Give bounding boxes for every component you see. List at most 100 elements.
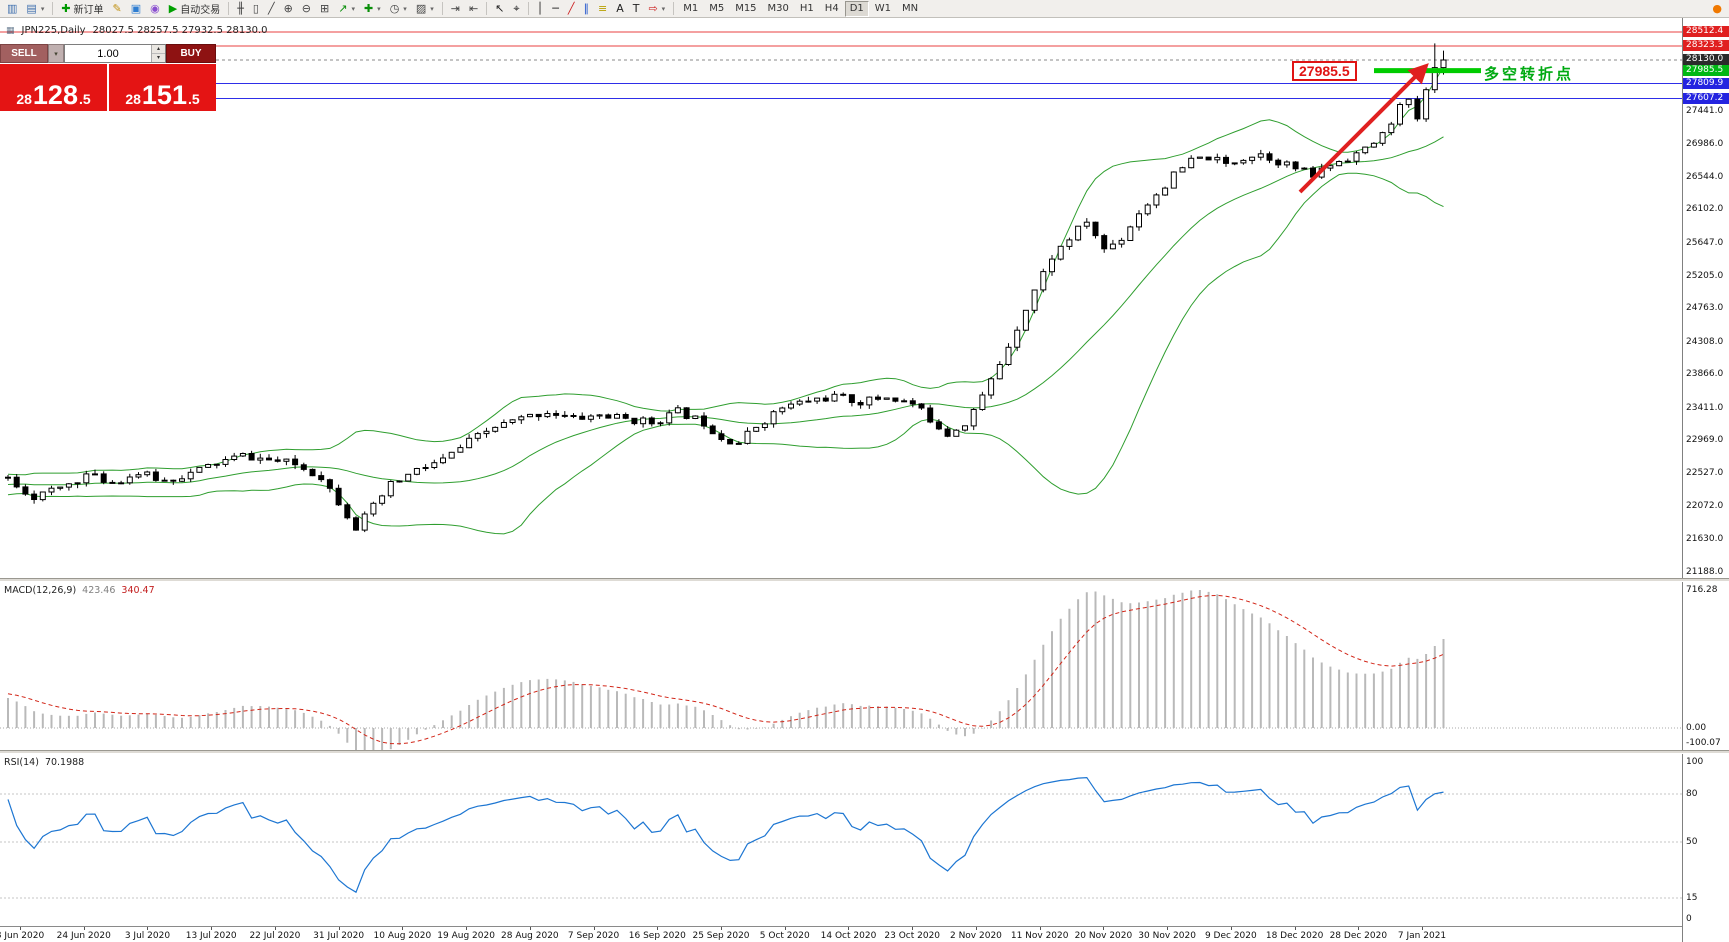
timeframe-mn-button[interactable]: MN: [897, 1, 923, 17]
buy-button[interactable]: BUY: [166, 44, 216, 63]
price-badge: 27809.9: [1683, 78, 1729, 89]
timeframe-d1-button[interactable]: D1: [844, 0, 869, 17]
time-tick: [1358, 927, 1360, 930]
volume-decrease-button[interactable]: ▾: [152, 54, 165, 62]
autotrading-button[interactable]: ▶ 自动交易: [165, 1, 224, 17]
timeframe-m15-button-label: M15: [735, 3, 757, 14]
rsi-label: RSI(14) 70.1988: [4, 757, 84, 768]
buy-price-prefix: 28: [125, 91, 141, 107]
market-button[interactable]: ▣: [127, 1, 145, 17]
autoscroll-icon: ⇥: [450, 2, 460, 15]
date-label: 14 Oct 2020: [820, 931, 877, 941]
price-tick-label: 23866.0: [1686, 369, 1724, 379]
date-label: 19 Aug 2020: [437, 931, 495, 941]
price-tick-label: 22072.0: [1686, 501, 1724, 511]
cursor-button[interactable]: ↖: [491, 1, 508, 17]
indicators-button[interactable]: ↗ ▾: [334, 1, 359, 17]
timeframe-h1-button[interactable]: H1: [795, 1, 819, 17]
new-order-button[interactable]: ✚ 新订单: [57, 1, 107, 17]
caret-down-icon: ▾: [40, 4, 45, 13]
buy-price-big: 151: [141, 79, 187, 110]
line-chart-button[interactable]: ╱: [264, 1, 279, 17]
new-chart-icon: ▥: [7, 2, 18, 15]
price-tick-label: 21188.0: [1686, 567, 1724, 577]
chart-ohlc-values: 28027.5 28257.5 27932.5 28130.0: [92, 25, 268, 36]
time-tick: [1422, 927, 1424, 930]
date-label: 7 Jan 2021: [1397, 931, 1447, 941]
timeframe-m30-button[interactable]: M30: [763, 1, 794, 17]
price-tick-label: 22969.0: [1686, 435, 1724, 445]
price-axis: 27441.0 26986.0 26544.0 26102.0 25647.0 25205…: [1682, 18, 1729, 942]
time-tick: [1167, 927, 1169, 930]
timeframe-w1-button[interactable]: W1: [870, 1, 896, 17]
signals-icon: ◉: [150, 2, 160, 15]
macd-axis-label: 716.28: [1686, 585, 1718, 595]
tile-windows-button[interactable]: ⊞: [316, 1, 333, 17]
timeframe-m15-button[interactable]: M15: [730, 1, 761, 17]
templates-button[interactable]: ▨ ▾: [412, 1, 438, 17]
annotation-text[interactable]: 多空转折点: [1484, 65, 1575, 83]
timeframe-m30-button-label: M30: [767, 3, 789, 14]
volume-field: ▴ ▾: [64, 44, 166, 63]
text-label-button[interactable]: T: [629, 1, 644, 17]
trendline-button[interactable]: ╱: [564, 1, 579, 17]
macd-canvas[interactable]: [0, 582, 1682, 750]
chart-title: ▦ JPN225,Daily 28027.5 28257.5 27932.5 2…: [6, 25, 268, 36]
fibonacci-button[interactable]: ≡: [594, 1, 611, 17]
volume-dropdown-button[interactable]: ▾: [48, 44, 64, 63]
crosshair-button[interactable]: ⌖: [509, 1, 523, 17]
horizontal-line-button[interactable]: ─: [548, 1, 563, 17]
sell-button[interactable]: SELL: [0, 44, 48, 63]
time-tick: [784, 927, 786, 930]
candlestick-chart-button[interactable]: ▯: [249, 1, 263, 17]
timeframe-h4-button[interactable]: H4: [820, 1, 844, 17]
rsi-canvas[interactable]: [0, 754, 1682, 926]
volume-increase-button[interactable]: ▴: [152, 45, 165, 54]
date-label: 10 Aug 2020: [373, 931, 432, 941]
level-price-label[interactable]: 27985.5: [1292, 61, 1357, 81]
price-tick-label: 24763.0: [1686, 303, 1724, 313]
timeframe-h1-button-label: H1: [799, 3, 814, 14]
profiles-button[interactable]: ▤ ▾: [22, 1, 48, 17]
timeframe-m1-button[interactable]: M1: [678, 1, 703, 17]
signals-button[interactable]: ◉: [146, 1, 164, 17]
equidistant-channel-button[interactable]: ∥: [579, 1, 593, 17]
chart-symbol-period: JPN225,Daily: [21, 25, 86, 36]
rsi-axis-label: 50: [1686, 837, 1698, 847]
volume-input[interactable]: [65, 45, 151, 62]
zoom-in-button[interactable]: ⊕: [280, 1, 297, 17]
sell-price[interactable]: 28 128.5: [0, 64, 107, 111]
notifications-button[interactable]: ●: [1708, 1, 1726, 17]
bar-chart-button[interactable]: ╫: [233, 1, 248, 17]
time-tick: [83, 927, 85, 930]
arrows-button[interactable]: ⇨ ▾: [644, 1, 669, 17]
date-label: 22 Jul 2020: [249, 931, 301, 941]
buy-price[interactable]: 28 151.5: [109, 64, 216, 111]
time-tick: [1230, 927, 1232, 930]
text-button[interactable]: A: [612, 1, 628, 17]
profiles-icon: ▤: [26, 2, 37, 15]
main-chart-pane: ▦ JPN225,Daily 28027.5 28257.5 27932.5 2…: [0, 18, 1682, 578]
chart-shift-button[interactable]: ⇤: [465, 1, 482, 17]
line-chart-icon: ╱: [267, 2, 275, 15]
timeframe-m1-button-label: M1: [683, 3, 699, 14]
pane-separator[interactable]: [0, 750, 1729, 754]
periods-button[interactable]: ◷ ▾: [386, 1, 411, 17]
pane-separator[interactable]: [0, 578, 1729, 582]
autoscroll-button[interactable]: ⇥: [447, 1, 464, 17]
zoom-out-button[interactable]: ⊖: [298, 1, 315, 17]
toolbar-separator: [673, 2, 675, 15]
add-indicator-button[interactable]: ✚ ▾: [360, 1, 385, 17]
vertical-line-button[interactable]: │: [533, 1, 548, 17]
price-tick-label: 26544.0: [1686, 172, 1724, 182]
time-tick: [1103, 927, 1105, 930]
time-tick: [20, 927, 21, 930]
text-label-icon: T: [632, 2, 640, 15]
chart-window-icon: ▦: [6, 25, 15, 36]
new-chart-button[interactable]: ▥: [3, 1, 21, 17]
metaeditor-button[interactable]: ✎: [109, 1, 126, 17]
volume-stepper: ▴ ▾: [151, 45, 165, 62]
main-chart-canvas[interactable]: [0, 18, 1682, 578]
macd-label: MACD(12,26,9) 423.46 340.47: [4, 585, 155, 596]
timeframe-m5-button[interactable]: M5: [704, 1, 729, 17]
